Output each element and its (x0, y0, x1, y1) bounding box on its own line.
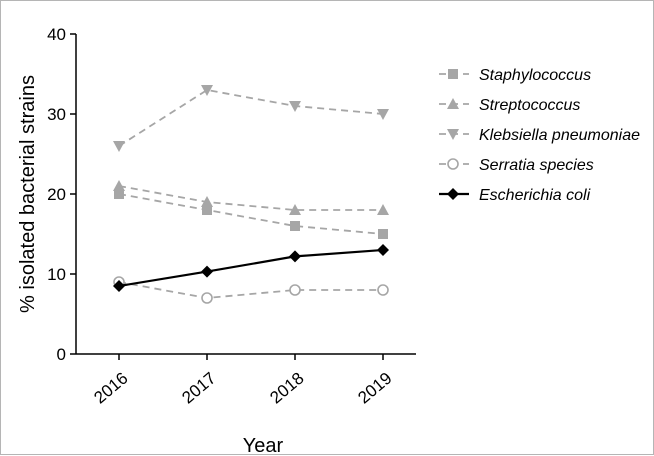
legend-swatch-marker (447, 98, 459, 109)
series-line (118, 89, 384, 147)
data-point (377, 244, 389, 256)
y-tick-label: 40 (47, 25, 66, 44)
y-tick-label: 30 (47, 105, 66, 124)
data-point (289, 250, 301, 263)
data-point (113, 180, 125, 191)
legend-swatch-marker (447, 129, 459, 140)
axes (75, 34, 416, 355)
legend-label: Serratia species (479, 157, 594, 174)
data-point (290, 221, 300, 231)
legend-label: Streptococcus (479, 97, 580, 114)
data-point (289, 284, 301, 296)
y-ticks: 0 10 20 30 40 (47, 25, 76, 364)
y-tick-label: 20 (47, 185, 66, 204)
legend-item: Streptococcus (439, 97, 580, 114)
legend-label: Klebsiella pneumoniae (479, 127, 640, 144)
data-point (377, 204, 389, 215)
data-point (114, 189, 124, 199)
data-point (113, 280, 125, 292)
series-staphylococcus (114, 189, 388, 239)
legend-label: Staphylococcus (479, 67, 591, 84)
data-point (377, 284, 389, 296)
data-point (202, 205, 212, 215)
data-point (201, 196, 213, 207)
legend-item: Serratia species (439, 157, 594, 174)
legend-item: Escherichia coli (439, 187, 591, 204)
series-line (118, 193, 384, 235)
data-point (378, 229, 388, 239)
legend-item: Staphylococcus (439, 67, 591, 84)
series-klebsiella-pneumoniae (113, 85, 389, 152)
legend: Staphylococcus Streptococcus Klebsiella pn… (439, 67, 640, 204)
x-tick-label: 2018 (266, 369, 307, 408)
series-layer (113, 85, 389, 304)
data-point (377, 109, 389, 120)
y-tick-label: 10 (47, 265, 66, 284)
x-tick-label: 2019 (354, 369, 395, 408)
y-axis-title: % isolated bacterial strains (17, 75, 39, 313)
x-tick-label: 2017 (178, 369, 219, 408)
data-point (201, 85, 213, 96)
y-tick-label: 0 (57, 345, 66, 364)
series-escherichia-coli (113, 244, 389, 292)
data-point (113, 141, 125, 152)
legend-swatch-marker (448, 69, 458, 79)
legend-swatch-marker (447, 158, 459, 170)
series-streptococcus (113, 180, 389, 215)
data-point (289, 101, 301, 112)
x-axis-title: Year (243, 435, 284, 456)
data-point (201, 265, 213, 278)
data-point (201, 292, 213, 304)
legend-swatch-marker (447, 188, 459, 200)
legend-label: Escherichia coli (479, 187, 591, 204)
series-line (118, 248, 384, 288)
x-ticks: 2016 2017 2018 2019 (90, 354, 396, 408)
series-line (118, 281, 383, 299)
legend-item: Klebsiella pneumoniae (439, 127, 640, 144)
data-point (289, 204, 301, 215)
x-tick-label: 2016 (90, 369, 131, 408)
series-line (118, 185, 383, 211)
